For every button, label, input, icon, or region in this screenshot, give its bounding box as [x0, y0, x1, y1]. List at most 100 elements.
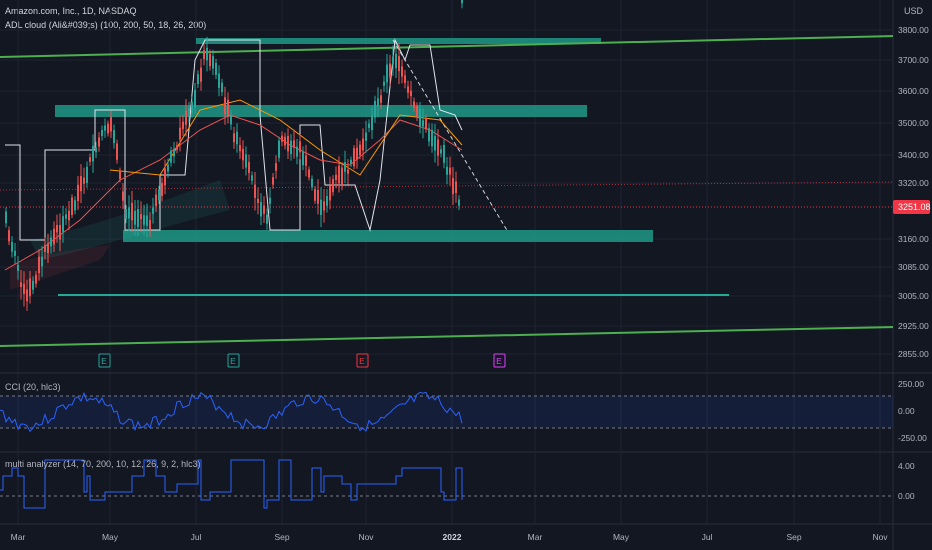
candle-body [446, 166, 448, 175]
candle-body [140, 214, 142, 220]
indicator-title: ADL cloud (Ali&#039;s) (100, 200, 50, 18… [5, 20, 207, 30]
candle-body [377, 98, 379, 107]
candle-body [395, 53, 397, 69]
candle-body [239, 144, 241, 152]
candle-body [380, 95, 382, 103]
multi-tick-label: 4.00 [898, 461, 915, 471]
candle-body [206, 47, 208, 61]
candle-body [191, 101, 193, 113]
candle-body [134, 210, 136, 225]
candle-body [26, 289, 28, 302]
earnings-letter: E [496, 356, 502, 366]
candle-body [113, 130, 115, 144]
symbol-title: Amazon.com, Inc., 1D, NASDAQ [5, 6, 137, 16]
time-tick-label: Mar [528, 532, 543, 542]
candle-body [50, 237, 52, 247]
candle-body [392, 56, 394, 65]
price-tick-label: 3800.00 [898, 25, 929, 35]
earnings-letter: E [230, 356, 236, 366]
time-tick-label: Nov [358, 532, 374, 542]
earnings-marker[interactable] [227, 353, 240, 368]
candle-body [77, 184, 79, 201]
candle-body [56, 225, 58, 233]
candle-body [257, 198, 259, 203]
time-tick-label: 2022 [443, 532, 462, 542]
candle-body [311, 178, 313, 188]
candle-body [65, 214, 67, 219]
time-tick-label: Sep [786, 532, 801, 542]
channel-upper-line [0, 35, 894, 58]
candle-body [269, 197, 271, 204]
candle-body [194, 89, 196, 108]
candle-body [386, 64, 388, 83]
ma-dotted-line [0, 181, 894, 191]
price-tick-label: 3160.00 [898, 234, 929, 244]
candle-body [176, 145, 178, 150]
candle-body [68, 210, 70, 221]
candle-body [212, 56, 214, 69]
candle-body [149, 219, 151, 230]
time-tick-label: May [613, 532, 630, 542]
candle-body [320, 199, 322, 215]
candle-body [296, 146, 298, 157]
candle-body [434, 135, 436, 151]
candle-body [260, 201, 262, 217]
candle-body [263, 205, 265, 214]
candle-body [92, 145, 94, 162]
candle-body [167, 164, 169, 172]
candle-body [425, 118, 427, 130]
candle-body [218, 73, 220, 88]
candle-body [410, 90, 412, 97]
candle-body [35, 274, 37, 284]
candle-body [461, 0, 463, 4]
candle-body [143, 215, 145, 225]
candle-body [119, 170, 121, 180]
earnings-marker[interactable] [98, 353, 111, 368]
candle-body [131, 202, 133, 221]
candle-body [302, 151, 304, 166]
candle-body [83, 177, 85, 184]
candle-body [17, 264, 19, 271]
candle-body [125, 209, 127, 219]
candle-body [353, 148, 355, 167]
candle-body [443, 144, 445, 163]
candle-body [335, 174, 337, 181]
candle-body [110, 117, 112, 132]
candle-body [314, 189, 316, 201]
cci-line [0, 391, 463, 433]
candle-body [449, 167, 451, 175]
earnings-letter: E [101, 356, 107, 366]
candle-body [452, 178, 454, 194]
candle-body [53, 228, 55, 245]
time-tick-label: Jul [702, 532, 713, 542]
earnings-marker[interactable] [356, 353, 369, 368]
last-price-value: 3251.08 [898, 202, 931, 212]
time-tick-label: Nov [872, 532, 888, 542]
candle-body [284, 136, 286, 146]
earnings-letter: E [359, 356, 365, 366]
candle-body [197, 74, 199, 84]
candle-body [305, 155, 307, 166]
earnings-marker[interactable] [493, 353, 506, 368]
candle-body [14, 250, 16, 256]
candle-body [413, 101, 415, 108]
cci-tick-label: 250.00 [898, 379, 924, 389]
candle-body [437, 139, 439, 156]
candle-body [416, 106, 418, 118]
last-price-badge [893, 200, 930, 214]
candle-body [29, 278, 31, 297]
candle-body [254, 184, 256, 198]
candle-body [95, 147, 97, 153]
candle-body [272, 177, 274, 185]
candle-body [299, 141, 301, 153]
candle-body [422, 120, 424, 127]
candle-body [278, 140, 280, 158]
candle-body [266, 214, 268, 224]
candle-body [179, 127, 181, 140]
candle-body [161, 182, 163, 197]
candle-body [317, 189, 319, 204]
candle-body [188, 108, 190, 117]
candle-body [236, 131, 238, 145]
candle-body [209, 53, 211, 67]
